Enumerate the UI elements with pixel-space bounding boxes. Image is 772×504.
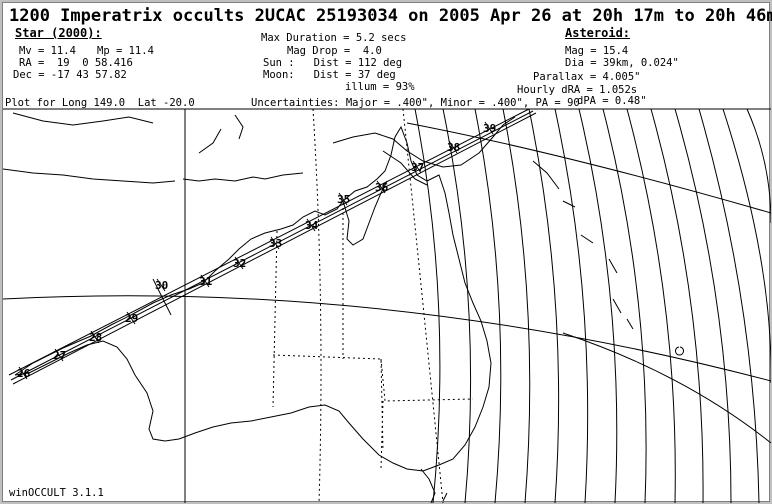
track-tick-27 [54,348,64,362]
track-tick-label: 30 [155,279,168,292]
uncertainties: Uncertainties: Major = .400", Minor = .4… [251,97,580,109]
track-tick-label: 34 [305,219,319,232]
occultation-map: 26 27 28 29 30 31 32 33 34 35 36 37 38 39 [3,108,771,503]
track-tick-37 [412,160,422,174]
track-tick-label: 35 [337,193,350,206]
indonesia-islands [3,112,304,184]
track-tick-label: 37 [411,161,424,174]
track-tick-label: 29 [125,312,138,325]
app-version: winOCCULT 3.1.1 [9,487,104,499]
dotted-meridian-1 [312,108,322,503]
track-tick-label: 28 [89,331,102,344]
star-heading: Star (2000): [15,26,102,40]
track-tick-label: 36 [375,181,389,194]
star-dec: Dec = -17 43 57.82 [13,69,127,81]
track-tick-marks [18,121,494,380]
track-tick-39 [484,121,494,135]
track-tick-label: 27 [53,349,66,362]
track-tick-major [152,278,172,316]
shadow-track [8,108,537,385]
track-tick-31 [200,274,210,288]
sun-distance: Sun : Dist = 112 deg [263,57,403,69]
track-tick-label: 32 [233,257,246,270]
track-tick-label: 39 [483,122,496,135]
cape-york-coast [342,180,388,246]
asteroid-parallax: Parallax = 4.005" [533,71,641,83]
track-tick-label: 33 [269,237,282,250]
star-mv: Mv = 11.4 [19,45,76,57]
moon-distance: Moon: Dist = 37 deg [263,69,396,81]
solomon-islands [532,160,684,356]
moon-illum: illum = 93% [345,81,415,93]
max-duration: Max Duration = 5.2 secs [261,32,407,44]
track-tick-36 [376,180,386,194]
limit-curves [406,108,771,503]
track-tick-label: 26 [17,367,31,380]
track-tick-32 [234,256,244,270]
page-title: 1200 Imperatrix occults 2UCAC 25193034 o… [9,6,772,26]
track-tick-labels: 26 27 28 29 30 31 32 33 34 35 36 37 38 39 [17,122,496,380]
asteroid-heading: Asteroid: [565,26,631,40]
track-tick-34 [306,218,316,232]
australia-coastline [14,125,492,472]
asteroid-dia: Dia = 39km, 0.024" [565,57,679,69]
reference-latitude [3,295,771,382]
track-tick-28 [90,330,100,344]
track-tick-label: 31 [199,275,213,288]
plot-location: Plot for Long 149.0 Lat -20.0 [5,97,195,109]
track-tick-29 [126,311,136,325]
track-tick-30 [156,278,166,292]
track-tick-label: 38 [447,141,460,154]
asteroid-hourly-dra: Hourly dRA = 1.052s [517,84,638,96]
track-tick-33 [270,236,280,250]
asteroid-mag: Mag = 15.4 [565,45,629,57]
mag-drop: Mag Drop = 4.0 [287,45,382,57]
track-tick-35 [338,192,348,206]
track-tick-38 [448,140,458,154]
state-borders [272,203,474,470]
star-mp: Mp = 11.4 [97,45,154,57]
track-tick-26 [18,366,28,380]
dotted-meridian-2 [402,108,444,503]
asteroid-dpa: dPA = 0.48" [577,95,647,107]
star-ra: RA = 19 0 58.416 [19,57,133,69]
